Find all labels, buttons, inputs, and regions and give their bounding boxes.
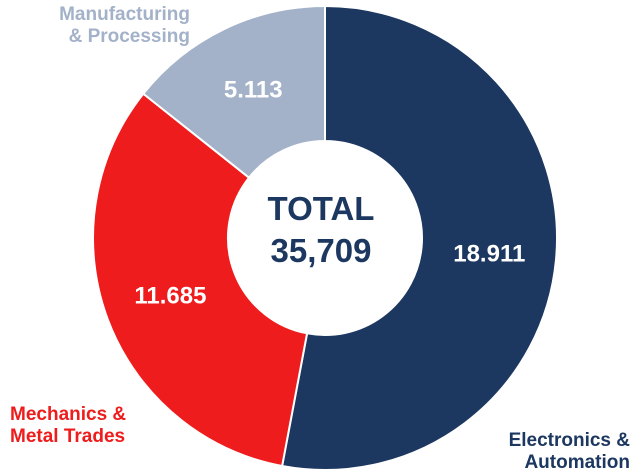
- slice-category-label-line: Automation: [524, 452, 630, 473]
- slice-category-label: Mechanics & Metal Trades: [10, 404, 126, 447]
- slice-category-label: Manufacturing & Processing: [59, 4, 190, 47]
- center-total-label: TOTAL: [268, 190, 375, 227]
- slice-value-label: 18.911: [453, 240, 525, 267]
- slices-group: [92, 4, 558, 471]
- donut-slice: [280, 4, 558, 471]
- slice-category-label-line: Electronics &: [509, 430, 631, 451]
- slice-category-label: Electronics & Automation: [509, 430, 631, 473]
- donut-slice: [92, 92, 309, 468]
- donut-slice: [141, 4, 326, 180]
- slice-category-label-line: Metal Trades: [10, 426, 125, 447]
- center-total-value: 35,709: [271, 232, 372, 269]
- slice-value-label: 5.113: [224, 76, 283, 103]
- slice-value-label: 11.685: [134, 283, 206, 310]
- category-labels-group: Electronics & Automation Mechanics & Metal …: [10, 4, 630, 473]
- slice-category-label-line: & Processing: [69, 26, 190, 47]
- value-labels-group: 18.911 11.685 5.113: [134, 76, 525, 309]
- slice-category-label-line: Manufacturing: [59, 4, 190, 25]
- slice-category-label-line: Mechanics &: [10, 404, 126, 425]
